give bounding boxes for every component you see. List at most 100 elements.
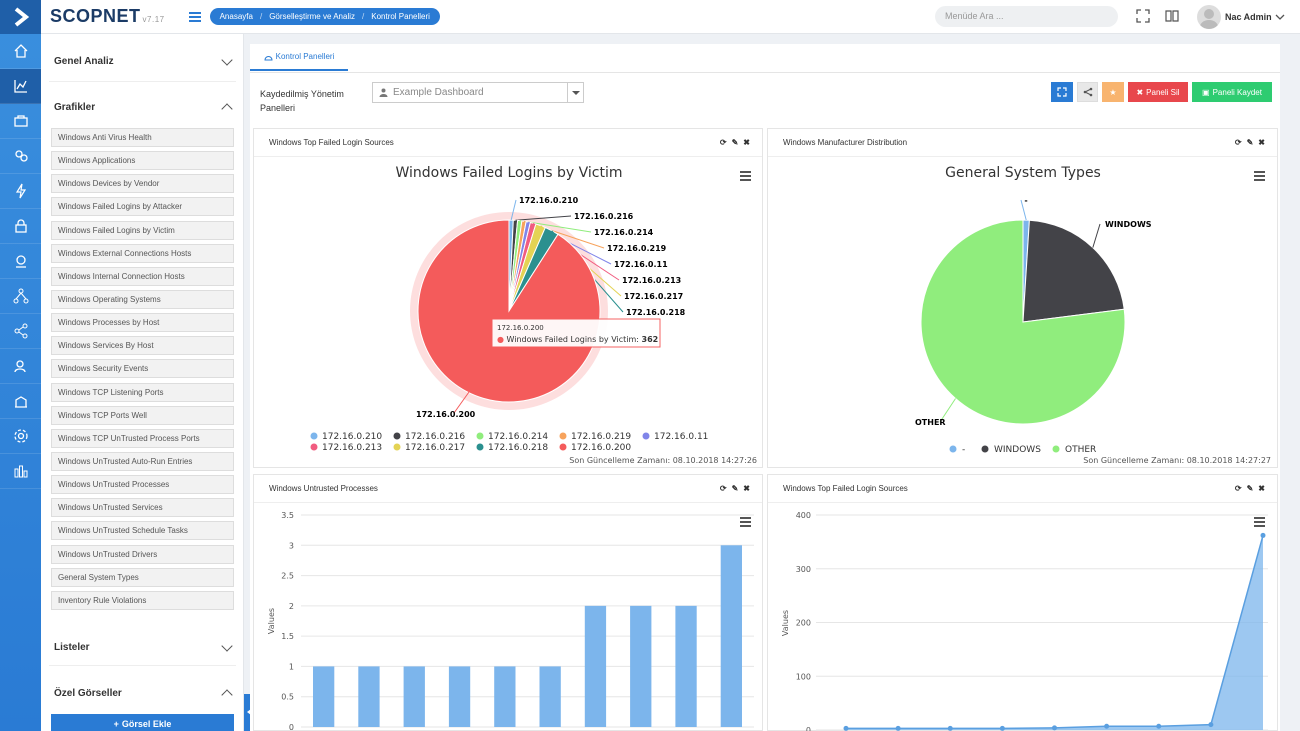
sidebar-item[interactable]: Windows TCP Listening Ports bbox=[51, 382, 234, 402]
sidebar-item[interactable]: Windows TCP Ports Well bbox=[51, 405, 234, 425]
agent-icon[interactable] bbox=[0, 244, 41, 279]
section-ozel-gorseller[interactable]: Özel Görseller bbox=[54, 687, 233, 701]
sidebar-item[interactable]: Windows UnTrusted Services bbox=[51, 498, 234, 518]
close-icon[interactable]: ✖ bbox=[743, 138, 750, 147]
legend-item: 172.16.0.11 bbox=[654, 432, 708, 442]
user-search-icon[interactable] bbox=[0, 349, 41, 384]
close-icon[interactable]: ✖ bbox=[1258, 138, 1265, 147]
refresh-icon[interactable]: ⟳ bbox=[1234, 138, 1242, 147]
sidebar-item[interactable]: General System Types bbox=[51, 567, 234, 587]
dashboard-select[interactable]: Example Dashboard bbox=[372, 82, 584, 103]
sidebar-item[interactable]: Windows UnTrusted Schedule Tasks bbox=[51, 521, 234, 541]
y-tick-label: 1 bbox=[289, 662, 294, 671]
network-icon[interactable] bbox=[0, 104, 41, 139]
refresh-icon[interactable]: ⟳ bbox=[1234, 484, 1242, 493]
logo-chevron-icon[interactable] bbox=[0, 0, 41, 34]
y-tick-label: 0 bbox=[806, 726, 811, 731]
chart-menu-icon bbox=[1254, 517, 1265, 519]
close-icon[interactable]: ✖ bbox=[743, 484, 750, 493]
bar-chart-icon[interactable] bbox=[0, 454, 41, 489]
share-button[interactable] bbox=[1077, 82, 1098, 102]
sidebar: Genel Analiz Grafikler Windows Anti Viru… bbox=[41, 34, 244, 731]
breadcrumb: Anasayfa / Görselleştirme ve Analiz / Kont… bbox=[209, 8, 440, 25]
user-menu[interactable]: Nac Admin bbox=[1197, 5, 1285, 29]
add-visual-button[interactable]: + Görsel Ekle bbox=[51, 714, 234, 731]
share-icon[interactable] bbox=[0, 314, 41, 349]
panel-title: Windows Untrusted Processes bbox=[269, 484, 378, 493]
pie-slice bbox=[920, 219, 1126, 425]
pie-connector bbox=[453, 391, 470, 414]
close-icon[interactable]: ✖ bbox=[1258, 484, 1265, 493]
sidebar-item[interactable]: Windows External Connections Hosts bbox=[51, 243, 234, 263]
edit-icon[interactable]: ✎ bbox=[731, 484, 739, 493]
menu-search-input[interactable]: Menüde Ara ... bbox=[935, 6, 1118, 27]
chart-menu-icon bbox=[740, 521, 751, 523]
y-tick-label: 200 bbox=[796, 619, 811, 628]
edit-icon[interactable]: ✎ bbox=[731, 138, 739, 147]
sidebar-item[interactable]: Windows Anti Virus Health bbox=[51, 128, 234, 147]
topology-icon[interactable] bbox=[0, 279, 41, 314]
legend-marker bbox=[476, 432, 484, 440]
breadcrumb-item[interactable]: Görselleştirme ve Analiz bbox=[269, 12, 355, 21]
sidebar-item[interactable]: Windows UnTrusted Processes bbox=[51, 475, 234, 495]
home-icon[interactable] bbox=[0, 34, 41, 69]
icon-rail bbox=[0, 0, 41, 731]
chart-menu-icon bbox=[740, 517, 751, 519]
panel-title: Windows Top Failed Login Sources bbox=[269, 138, 394, 147]
edit-icon[interactable]: ✎ bbox=[1246, 138, 1254, 147]
lock-icon[interactable] bbox=[0, 209, 41, 244]
legend-marker bbox=[949, 445, 957, 453]
y-axis-label: Values bbox=[781, 610, 790, 636]
section-listeler[interactable]: Listeler bbox=[54, 639, 233, 653]
book-icon[interactable] bbox=[1165, 9, 1179, 23]
bolt-icon[interactable] bbox=[0, 174, 41, 209]
chart-menu-icon bbox=[740, 179, 751, 181]
save-panel-button[interactable]: ▣ Paneli Kaydet bbox=[1192, 82, 1272, 102]
pie-data-label: 172.16.0.216 bbox=[574, 212, 634, 221]
refresh-icon[interactable]: ⟳ bbox=[719, 138, 727, 147]
bar bbox=[720, 545, 742, 727]
pie-chart-system-types: General System Types - WINDOWS OTHER - WINDOW… bbox=[915, 165, 1271, 465]
top-bar: SCOPNET v7.17 Anasayfa / Görselleştirme ve… bbox=[41, 0, 1300, 34]
sidebar-item[interactable]: Windows UnTrusted Auto-Run Entries bbox=[51, 451, 234, 471]
hamburger-menu-icon[interactable] bbox=[188, 11, 201, 22]
tab-kontrol-panelleri[interactable]: Kontrol Panelleri bbox=[250, 44, 348, 71]
pie-data-label: OTHER bbox=[915, 418, 946, 427]
pie-connector bbox=[1020, 199, 1027, 221]
expand-button[interactable] bbox=[1051, 82, 1073, 102]
sidebar-item[interactable]: Windows Devices by Vendor bbox=[51, 174, 234, 194]
sidebar-item[interactable]: Windows Operating Systems bbox=[51, 289, 234, 309]
chart-menu-icon bbox=[1254, 179, 1265, 181]
bar bbox=[494, 666, 516, 727]
gear-icon[interactable] bbox=[0, 419, 41, 454]
section-grafikler[interactable]: Grafikler bbox=[54, 101, 233, 115]
sidebar-item[interactable]: Windows Applications bbox=[51, 151, 234, 171]
edit-icon[interactable]: ✎ bbox=[1246, 484, 1254, 493]
users-icon[interactable] bbox=[0, 139, 41, 174]
sidebar-item[interactable]: Windows Services By Host bbox=[51, 336, 234, 356]
sidebar-item[interactable]: Windows Internal Connection Hosts bbox=[51, 266, 234, 286]
sidebar-item[interactable]: Windows Failed Logins by Attacker bbox=[51, 197, 234, 217]
section-genel-analiz[interactable]: Genel Analiz bbox=[54, 53, 233, 67]
y-tick-label: 3 bbox=[289, 541, 294, 550]
breadcrumb-item[interactable]: Anasayfa bbox=[219, 12, 253, 21]
refresh-icon[interactable]: ⟳ bbox=[719, 484, 727, 493]
fullscreen-icon[interactable] bbox=[1136, 9, 1150, 23]
panel-untrusted-processes: Windows Untrusted Processes ⟳ ✎ ✖ 0 0.5 1 1.5… bbox=[253, 474, 763, 731]
pie-slice bbox=[417, 219, 601, 403]
sidebar-item[interactable]: Windows TCP UnTrusted Process Ports bbox=[51, 428, 234, 448]
legend-marker bbox=[476, 443, 484, 451]
sidebar-item[interactable]: Windows Security Events bbox=[51, 359, 234, 379]
y-tick-label: 3.5 bbox=[281, 511, 294, 520]
pie-data-label: WINDOWS bbox=[1105, 220, 1152, 229]
tooltip-label: 172.16.0.200 bbox=[497, 324, 544, 332]
building-icon[interactable] bbox=[0, 384, 41, 419]
pie-data-label: 172.16.0.214 bbox=[594, 228, 654, 237]
sidebar-item[interactable]: Windows Failed Logins by Victim bbox=[51, 220, 234, 240]
sidebar-item[interactable]: Windows Processes by Host bbox=[51, 313, 234, 333]
favorite-button[interactable]: ★ bbox=[1102, 82, 1124, 102]
delete-panel-button[interactable]: ✖ Paneli Sil bbox=[1128, 82, 1188, 102]
sidebar-item[interactable]: Windows UnTrusted Drivers bbox=[51, 544, 234, 564]
sidebar-item[interactable]: Inventory Rule Violations bbox=[51, 590, 234, 610]
analytics-icon[interactable] bbox=[0, 69, 41, 104]
